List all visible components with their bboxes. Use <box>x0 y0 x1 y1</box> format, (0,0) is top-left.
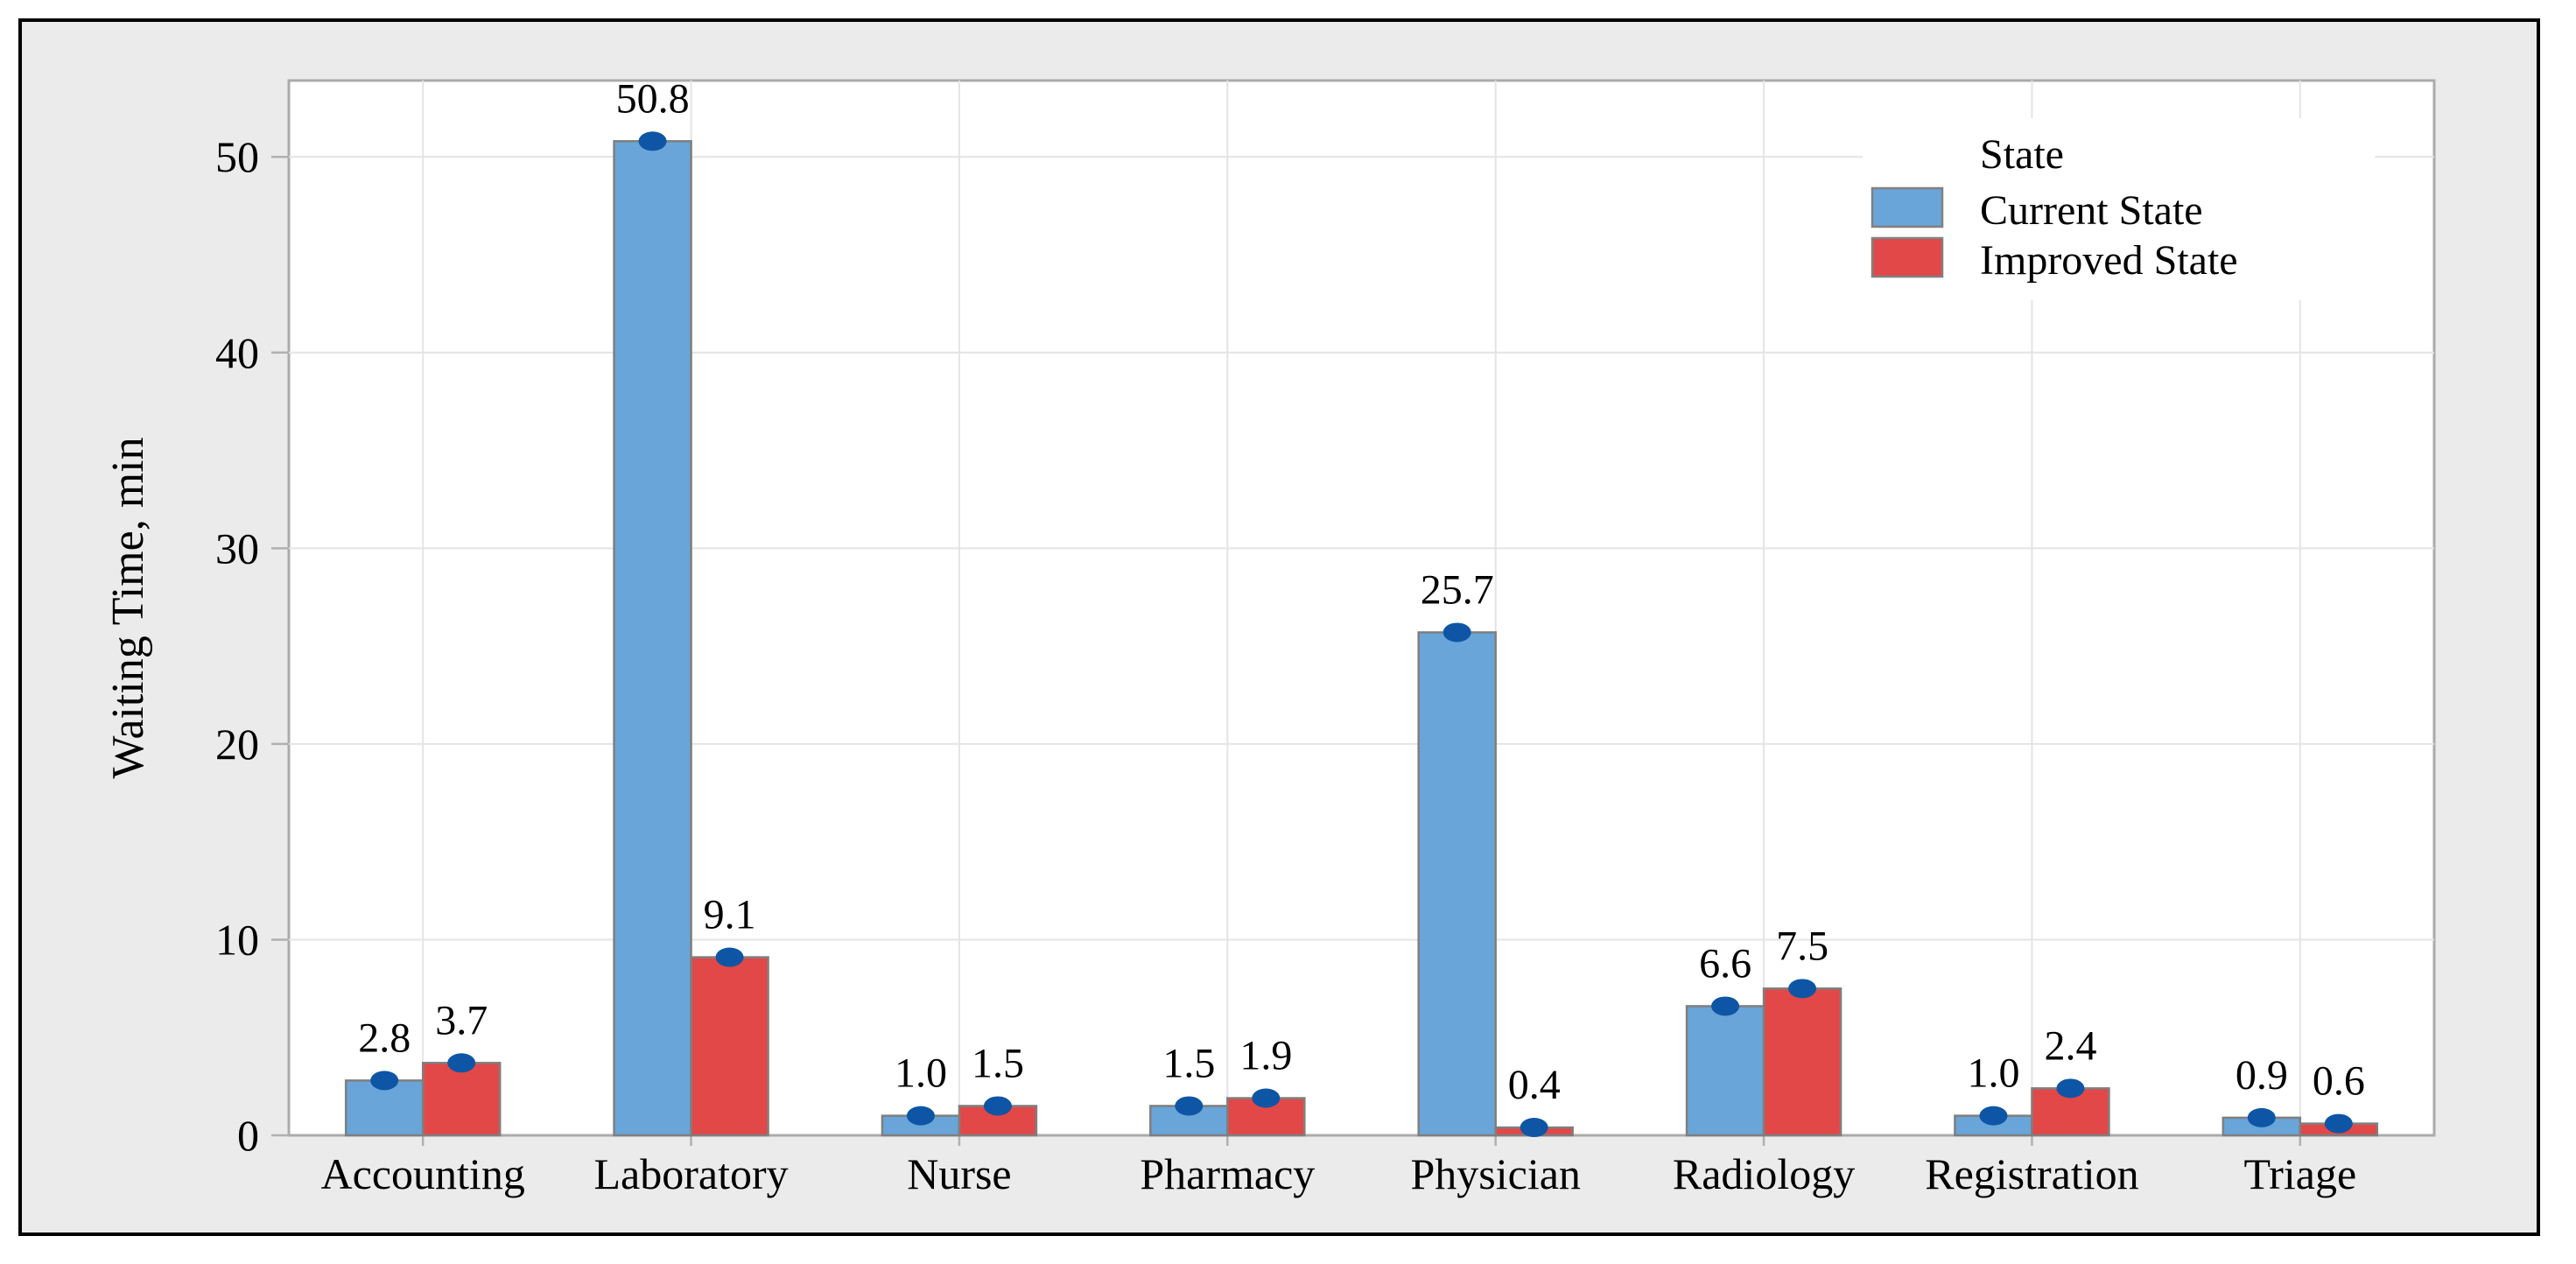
bar-marker-dot <box>447 1053 476 1073</box>
y-tick-label: 20 <box>215 720 259 769</box>
bar-value-label: 1.0 <box>1967 1050 2019 1097</box>
y-tick-label: 10 <box>215 915 259 964</box>
bar-marker-dot <box>983 1096 1012 1116</box>
y-tick-label: 30 <box>215 523 259 572</box>
legend-label: Current State <box>1980 187 2203 234</box>
y-tick-label: 50 <box>215 132 259 181</box>
bar <box>1685 1005 1765 1137</box>
category-label: Accounting <box>321 1149 525 1198</box>
bar-marker-dot <box>1520 1118 1548 1138</box>
bar-value-label: 2.4 <box>2044 1022 2096 1069</box>
bar <box>613 140 692 1137</box>
bar-marker-dot <box>1252 1088 1281 1108</box>
bar-marker-dot <box>2056 1078 2085 1099</box>
legend-label: Improved State <box>1980 237 2238 284</box>
bar-marker-dot <box>1442 622 1471 643</box>
category-label: Triage <box>2243 1149 2356 1198</box>
legend-title: State <box>1980 131 2064 178</box>
bar-value-label: 9.1 <box>704 892 756 938</box>
bar-value-label: 1.5 <box>1162 1040 1215 1086</box>
category-label: Pharmacy <box>1140 1149 1315 1198</box>
bar <box>1762 987 1843 1137</box>
bar-marker-dot <box>1711 996 1740 1016</box>
bar-value-label: 0.4 <box>1508 1062 1561 1108</box>
legend-swatch <box>1871 186 1944 228</box>
bar-value-label: 25.7 <box>1421 566 1494 613</box>
bar-value-label: 1.5 <box>972 1040 1024 1086</box>
y-axis-title: Waiting Time, min <box>103 437 153 778</box>
y-tick-label: 40 <box>215 328 259 377</box>
category-label: Registration <box>1925 1149 2138 1198</box>
legend-box <box>1863 118 2375 300</box>
category-label: Physician <box>1410 1149 1580 1198</box>
bar-value-label: 0.6 <box>2313 1058 2365 1105</box>
bar-value-label: 3.7 <box>435 997 488 1043</box>
bar-marker-dot <box>1788 979 1817 999</box>
bar-value-label: 1.0 <box>895 1050 947 1097</box>
bar-value-label: 1.9 <box>1239 1033 1292 1079</box>
bar-marker-dot <box>638 131 667 151</box>
bar-marker-dot <box>1979 1106 2008 1126</box>
bar-value-label: 7.5 <box>1776 923 1828 969</box>
y-tick-label: 0 <box>237 1111 259 1160</box>
bar-marker-dot <box>715 947 744 967</box>
bar <box>421 1062 502 1137</box>
bar-value-label: 2.8 <box>358 1015 411 1061</box>
category-label: Nurse <box>907 1149 1011 1198</box>
bar <box>690 956 769 1137</box>
bar <box>1417 631 1497 1137</box>
bar-marker-dot <box>370 1071 399 1091</box>
legend-swatch <box>1871 236 1944 278</box>
bar-marker-dot <box>2247 1107 2276 1127</box>
category-label: Radiology <box>1673 1149 1855 1198</box>
bar-value-label: 6.6 <box>1699 940 1751 987</box>
bar-marker-dot <box>906 1106 935 1126</box>
category-label: Laboratory <box>594 1149 789 1198</box>
bar-marker-dot <box>2324 1113 2353 1134</box>
bar-value-label: 50.8 <box>616 75 690 122</box>
bar-marker-dot <box>1175 1096 1204 1116</box>
bar-value-label: 0.9 <box>2236 1052 2288 1099</box>
